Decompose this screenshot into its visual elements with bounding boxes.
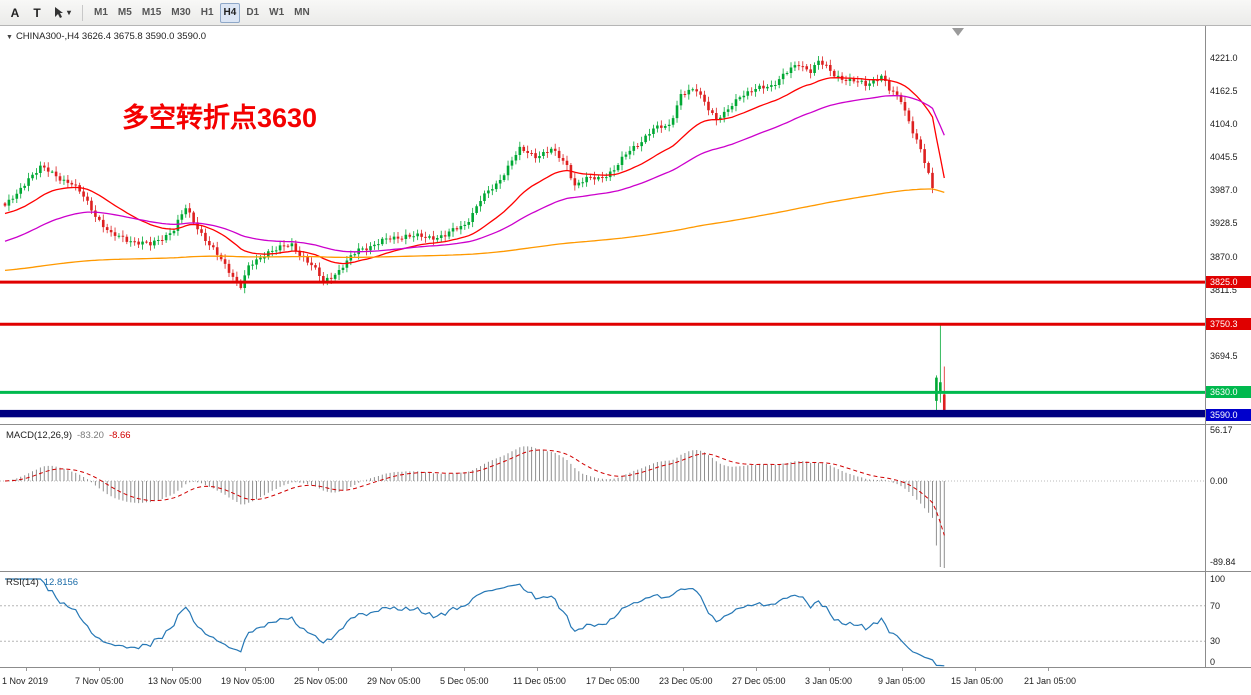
timeframe-group: M1 M5 M15 M30 H1 H4 D1 W1 MN [89, 2, 315, 23]
chart-area: ▼ CHINA300-,H4 3626.4 3675.8 3590.0 3590.… [0, 26, 1251, 695]
rsi-chart-canvas[interactable] [0, 572, 1205, 667]
rsi-tick-label: 70 [1210, 600, 1221, 611]
time-label: 15 Jan 05:00 [951, 676, 1004, 686]
cursor-tool-dropdown-button[interactable]: ▾ [49, 3, 75, 23]
time-tick [464, 668, 465, 671]
macd-tick-label: 0.00 [1210, 476, 1228, 486]
rsi-indicator-panel: RSI(14) 12.8156 100 70 30 0 [0, 571, 1251, 667]
time-tick [391, 668, 392, 671]
macd-main-value: -83.20 [77, 430, 104, 441]
macd-indicator-panel: MACD(12,26,9) -83.20 -8.66 56.17 0.00 -89.84 [0, 424, 1251, 571]
symbol-header: ▼ CHINA300-,H4 3626.4 3675.8 3590.0 3590.… [6, 31, 206, 42]
macd-signal-line [4, 449, 945, 536]
chevron-down-icon: ▾ [67, 8, 72, 17]
price-tick-label: 4221.0 [1210, 53, 1238, 63]
time-tick [1048, 668, 1049, 671]
price-tick-label: 4162.5 [1210, 86, 1238, 97]
timeframe-button-m15[interactable]: M15 [138, 3, 165, 23]
moving-average-line-2 [4, 188, 945, 272]
time-label: 7 Nov 05:00 [75, 676, 124, 686]
timeframe-button-w1[interactable]: W1 [265, 3, 288, 23]
time-label: 5 Dec 05:00 [440, 676, 489, 686]
price-band-rectangle[interactable] [0, 409, 1205, 418]
moving-average-line-1 [4, 95, 945, 253]
timeframe-button-mn[interactable]: MN [290, 3, 314, 23]
main-chart-panel: ▼ CHINA300-,H4 3626.4 3675.8 3590.0 3590.… [0, 26, 1251, 424]
cursor-icon [55, 7, 63, 18]
symbol-ohlc-text: CHINA300-,H4 3626.4 3675.8 3590.0 3590.0 [15, 31, 207, 42]
price-tick-label: 3928.5 [1210, 218, 1238, 229]
chart-shift-marker-icon [952, 28, 964, 36]
toolbar-separator [82, 4, 84, 21]
chart-annotation-text[interactable]: 多空转折点3630 [122, 103, 318, 133]
time-tick [537, 668, 538, 671]
time-label: 13 Nov 05:00 [148, 676, 202, 686]
macd-chart-canvas[interactable] [0, 425, 1205, 571]
price-tick-label: 3870.0 [1210, 251, 1238, 262]
rsi-tick-label: 0 [1210, 657, 1216, 667]
time-tick [829, 668, 830, 671]
macd-histogram [8, 446, 945, 568]
time-label: 1 Nov 2019 [2, 676, 49, 686]
rsi-axis[interactable]: 100 70 30 0 [1205, 572, 1251, 667]
price-badge-3825.0: 3825.0 [1206, 276, 1251, 289]
text-tool-button[interactable]: T [27, 3, 47, 23]
symbol-dropdown-icon: ▼ [6, 34, 13, 41]
macd-tick-label: 56.17 [1210, 425, 1233, 436]
price-badge-3630.0: 3630.0 [1206, 386, 1251, 399]
time-tick [26, 668, 27, 671]
macd-label: MACD(12,26,9) -83.20 -8.66 [6, 430, 131, 441]
arrow-tool-button[interactable]: A [5, 3, 25, 23]
rsi-line [5, 578, 945, 667]
timeframe-button-m1[interactable]: M1 [90, 3, 112, 23]
timeframe-button-m30[interactable]: M30 [167, 3, 194, 23]
toolbar: A T ▾ M1 M5 M15 M30 H1 H4 D1 W1 MN [0, 0, 1251, 26]
rsi-label: RSI(14) 12.8156 [6, 577, 78, 588]
time-label: 29 Nov 05:00 [367, 676, 421, 686]
timeframe-button-h4[interactable]: H4 [219, 2, 241, 23]
time-tick [683, 668, 684, 671]
price-tick-label: 4045.5 [1210, 152, 1238, 163]
current-price-badge: 3590.0 [1206, 409, 1251, 422]
time-label: 3 Jan 05:00 [805, 676, 853, 686]
time-label: 9 Jan 05:00 [878, 676, 926, 686]
time-tick [902, 668, 903, 671]
price-tick-label: 3987.0 [1210, 185, 1238, 196]
time-tick [99, 668, 100, 671]
time-label: 21 Jan 05:00 [1024, 676, 1077, 686]
rsi-tick-label: 100 [1210, 574, 1226, 584]
price-tick-label: 3811.5 [1210, 284, 1237, 295]
time-label: 17 Dec 05:00 [586, 676, 640, 686]
time-tick [318, 668, 319, 671]
macd-tick-label: -89.84 [1210, 556, 1236, 567]
macd-axis[interactable]: 56.17 0.00 -89.84 [1205, 425, 1251, 571]
time-label: 25 Nov 05:00 [294, 676, 348, 686]
time-tick [610, 668, 611, 671]
timeframe-button-h1[interactable]: H1 [197, 3, 218, 23]
rsi-tick-label: 30 [1210, 636, 1221, 647]
candlestick-chart-canvas[interactable] [0, 26, 1205, 424]
time-tick [756, 668, 757, 671]
macd-name: MACD(12,26,9) [6, 430, 72, 441]
time-axis[interactable]: 1 Nov 2019 7 Nov 05:00 13 Nov 05:00 19 Nov … [0, 667, 1251, 695]
rsi-value: 12.8156 [43, 577, 79, 588]
time-tick [975, 668, 976, 671]
time-label: 23 Dec 05:00 [659, 676, 713, 686]
price-tick-label: 3694.5 [1210, 350, 1238, 361]
moving-average-line-0 [4, 77, 945, 265]
time-tick [172, 668, 173, 671]
timeframe-button-m5[interactable]: M5 [114, 3, 136, 23]
time-tick [245, 668, 246, 671]
macd-signal-value: -8.66 [108, 430, 131, 441]
rsi-name: RSI(14) [6, 577, 39, 588]
price-tick-label: 4104.0 [1210, 119, 1238, 130]
price-axis[interactable]: 4221.0 4162.5 4104.0 4045.5 3987.0 3928.5 3870… [1205, 26, 1251, 424]
time-label: 19 Nov 05:00 [221, 676, 275, 686]
price-badge-3750.3: 3750.3 [1206, 318, 1251, 331]
time-label: 27 Dec 05:00 [732, 676, 786, 686]
time-label: 11 Dec 05:00 [513, 676, 566, 686]
timeframe-button-d1[interactable]: D1 [242, 3, 263, 23]
